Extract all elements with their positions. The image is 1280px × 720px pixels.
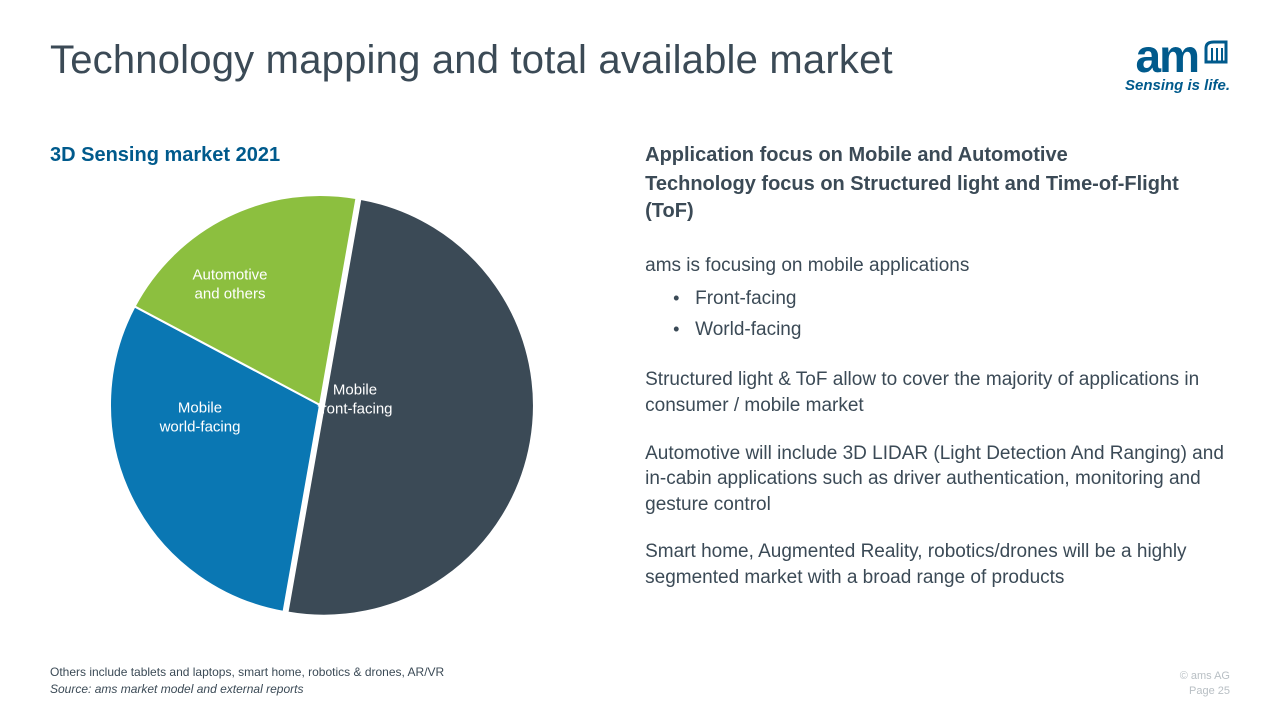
copyright-text: © ams AG [1180, 669, 1230, 683]
pie-chart: Mobilefront-facing Mobileworld-facing Auto… [100, 185, 540, 625]
chart-title: 3D Sensing market 2021 [50, 144, 605, 167]
paragraph-3: Smart home, Augmented Reality, robotics/… [645, 539, 1230, 590]
title-row: Technology mapping and total available m… [50, 38, 1230, 94]
bullet-list: Front-facing World-facing [673, 284, 1230, 345]
bullet-item: World-facing [673, 315, 1230, 345]
logo-text: am [1136, 38, 1198, 75]
pie-slice-label-mobile_front_facing: Mobilefront-facing [317, 380, 392, 419]
footnotes: Others include tablets and laptops, smar… [50, 664, 444, 698]
page-title: Technology mapping and total available m… [50, 38, 893, 83]
footnote-source: Source: ams market model and external re… [50, 681, 444, 698]
pie-slice-label-automotive_and_others: Automotiveand others [192, 265, 267, 304]
intro-text: ams is focusing on mobile applications [645, 253, 1230, 279]
right-heading-2: Technology focus on Structured light and… [645, 171, 1230, 225]
brand-logo: am Sensing is life. [1125, 38, 1230, 94]
logo-glyph-icon [1202, 38, 1230, 66]
paragraph-1: Structured light & ToF allow to cover th… [645, 367, 1230, 418]
logo-mark: am [1125, 38, 1230, 75]
left-column: 3D Sensing market 2021 Mobilefront-facin… [50, 144, 605, 625]
footnote-text: Others include tablets and laptops, smar… [50, 664, 444, 681]
pie-slice-label-mobile_world_facing: Mobileworld-facing [160, 398, 241, 437]
bullet-item: Front-facing [673, 284, 1230, 314]
right-column: Application focus on Mobile and Automoti… [645, 144, 1230, 625]
footer-right: © ams AG Page 25 [1180, 669, 1230, 698]
content-area: 3D Sensing market 2021 Mobilefront-facin… [50, 144, 1230, 625]
right-heading-1: Application focus on Mobile and Automoti… [645, 144, 1230, 167]
page-number: Page 25 [1180, 684, 1230, 698]
slide: Technology mapping and total available m… [0, 0, 1280, 720]
paragraph-2: Automotive will include 3D LIDAR (Light … [645, 441, 1230, 518]
logo-tagline: Sensing is life. [1125, 77, 1230, 94]
